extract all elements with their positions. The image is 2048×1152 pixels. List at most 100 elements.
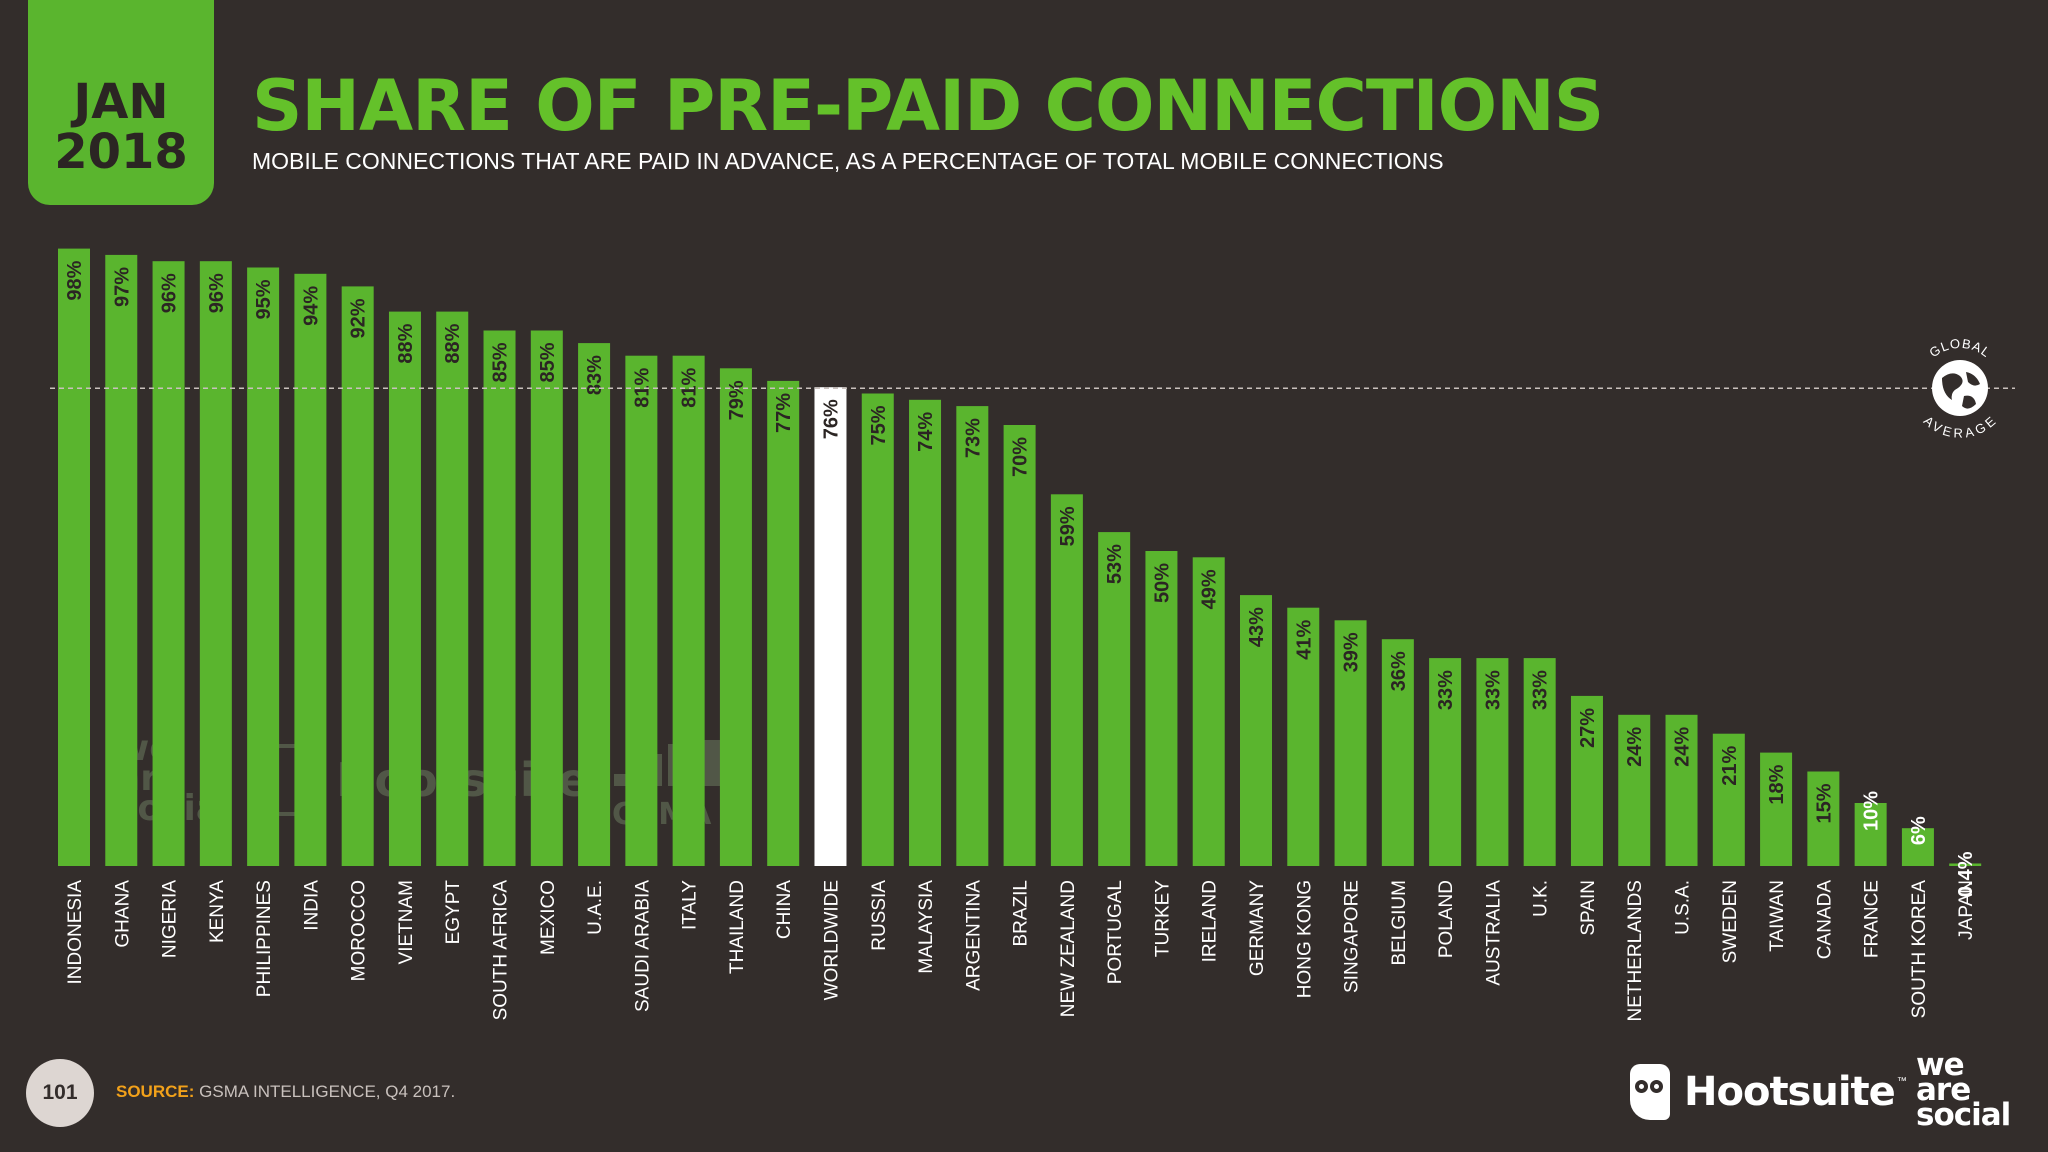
category-label-argentina: ARGENTINA [963,880,984,991]
value-label-portugal: 53% [1104,544,1126,584]
bars: 98% INDONESIA 97% GHANA 96% NIGERIA 96% KENYA 95… [58,248,1982,1021]
category-label-south-korea: SOUTH KOREA [1909,880,1930,1019]
bar-india [294,273,327,866]
value-label-germany: 43% [1246,607,1268,647]
value-label-indonesia: 98% [64,260,86,300]
bar-u-s-a [1665,714,1698,866]
value-label-spain: 27% [1577,708,1599,748]
category-label-malaysia: MALAYSIA [916,880,937,974]
category-label-turkey: TURKEY [1152,880,1173,957]
bar-new-zealand [1050,494,1083,866]
bar-france [1854,803,1887,866]
value-label-france: 10% [1861,791,1883,831]
bar-indonesia [58,248,90,867]
category-label-poland: POLAND [1436,880,1457,958]
value-label-belgium: 36% [1388,651,1410,691]
category-label-saudi-arabia: SAUDI ARABIA [632,880,653,1012]
value-label-mexico: 85% [537,342,559,382]
value-label-taiwan: 18% [1766,764,1788,804]
bar-hong-kong [1287,607,1320,866]
category-label-thailand: THAILAND [727,880,748,974]
hootsuite-logo: Hootsuite ™ [1630,1062,1907,1122]
global-average-label-bottom: AVERAGE [1921,413,1999,441]
category-label-vietnam: VIETNAM [396,880,417,964]
bar-netherlands [1618,714,1651,866]
bar-canada [1807,771,1840,866]
bar-saudi-arabia [625,355,658,866]
was-logo-are: are [1916,1072,1971,1108]
category-label-new-zealand: NEW ZEALAND [1058,880,1079,1017]
bar-singapore [1334,620,1367,866]
globe-icon [1932,360,1988,416]
category-label-nigeria: NIGERIA [160,880,181,958]
globe-land [1942,372,1980,409]
watermark-gsma-bar-1 [614,774,626,786]
date-year: 2018 [54,124,188,180]
bar-ireland [1192,557,1225,866]
bar-turkey [1145,551,1178,866]
source-label: SOURCE: [116,1082,195,1101]
category-label-russia: RUSSIA [869,880,890,951]
category-label-indonesia: INDONESIA [65,880,86,985]
category-label-spain: SPAIN [1578,880,1599,936]
bar-sweden [1712,733,1745,866]
value-label-south-africa: 85% [490,342,512,382]
bar-belgium [1381,639,1414,866]
value-label-saudi-arabia: 81% [631,367,653,407]
value-label-u-s-a: 24% [1672,727,1694,767]
bar-portugal [1098,532,1131,866]
category-label-australia: AUSTRALIA [1483,880,1504,986]
category-label-japan: JAPAN [1956,880,1977,940]
date-month: JAN [73,74,169,130]
page-number: 101 [26,1059,94,1127]
category-label-china: CHINA [774,880,795,939]
value-label-brazil: 70% [1010,437,1032,477]
category-label-kenya: KENYA [207,880,228,943]
bar-japan [1949,863,1982,866]
value-label-netherlands: 24% [1624,727,1646,767]
bar-vietnam [388,311,421,867]
bar-philippines [247,267,280,866]
value-label-vietnam: 88% [395,323,417,363]
bar-egypt [436,311,469,867]
value-label-japan: 0.4% [1955,851,1977,897]
category-label-france: FRANCE [1862,880,1883,958]
value-label-india: 94% [300,286,322,326]
bar-taiwan [1760,752,1793,866]
value-label-australia: 33% [1482,670,1504,710]
bar-brazil [1003,425,1036,866]
category-label-portugal: PORTUGAL [1105,880,1126,984]
value-label-malaysia: 74% [915,412,937,452]
bar-u-k [1523,658,1556,866]
bar-argentina [956,406,989,866]
bar-malaysia [909,399,942,866]
category-label-germany: GERMANY [1247,880,1268,976]
chart-title: SHARE OF PRE-PAID CONNECTIONS [252,65,1604,147]
value-label-singapore: 39% [1341,632,1363,672]
category-label-egypt: EGYPT [443,880,464,945]
bar-south-korea [1901,828,1934,866]
category-label-ghana: GHANA [112,880,133,948]
category-label-belgium: BELGIUM [1389,880,1410,966]
bar-ghana [105,254,138,866]
value-label-morocco: 92% [348,298,370,338]
bar-kenya [199,261,232,866]
category-label-morocco: MOROCCO [349,880,370,981]
we-are-social-logo: we are social [1916,1047,2011,1131]
category-label-ireland: IRELAND [1200,880,1221,962]
bar-china [767,380,800,866]
category-label-u-a-e: U.A.E. [585,880,606,935]
category-label-u-s-a: U.S.A. [1673,880,1694,935]
category-label-hong-kong: HONG KONG [1294,880,1315,998]
category-label-u-k: U.K. [1531,880,1552,917]
value-label-russia: 75% [868,405,890,445]
value-label-argentina: 73% [962,418,984,458]
bar-spain [1570,695,1603,866]
bar-nigeria [152,261,185,866]
was-logo-we: we [1916,1047,1965,1083]
category-label-brazil: BRAZIL [1011,880,1032,947]
hootsuite-logo-text: Hootsuite [1684,1069,1896,1115]
category-label-netherlands: NETHERLANDS [1625,880,1646,1021]
category-label-mexico: MEXICO [538,880,559,955]
value-label-ghana: 97% [111,267,133,307]
